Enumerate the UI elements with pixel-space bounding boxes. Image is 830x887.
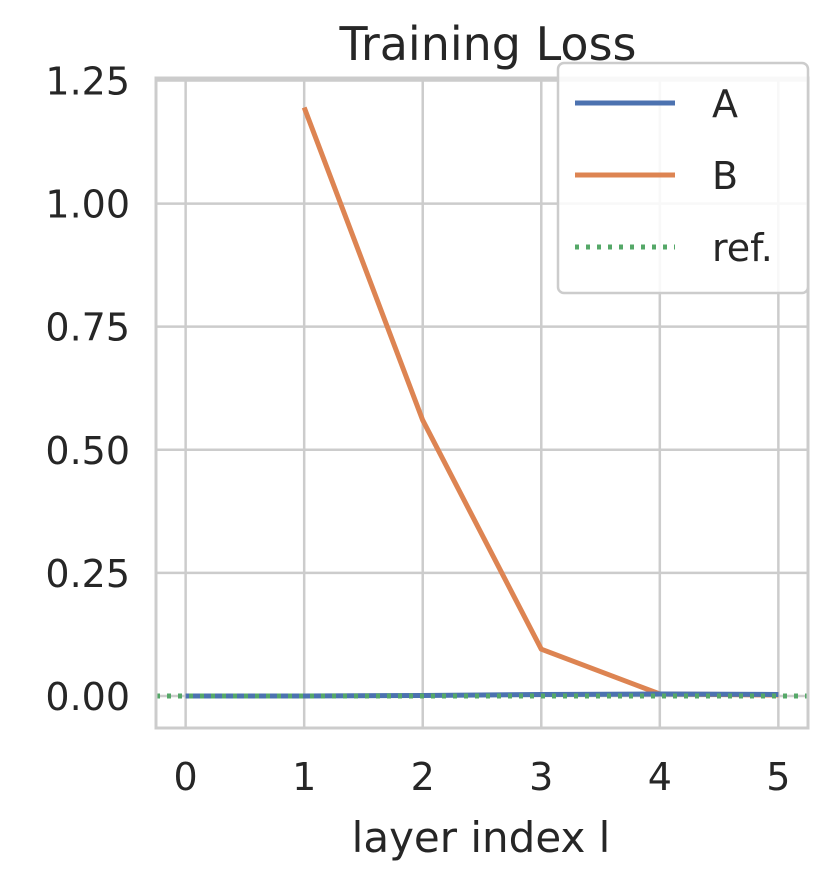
x-tick-labels: 0 1 2 3 4 5 [174, 755, 791, 799]
y-tick-label: 0.50 [45, 429, 130, 473]
y-tick-label: 1.00 [45, 183, 130, 227]
y-tick-label: 0.75 [45, 306, 130, 350]
legend-label: B [712, 154, 738, 198]
y-tick-labels: 0.00 0.25 0.50 0.75 1.00 1.25 [45, 59, 130, 719]
y-tick-label: 1.25 [45, 59, 130, 103]
x-tick-label: 3 [529, 755, 553, 799]
series-line-a [185, 691, 779, 699]
x-tick-label: 0 [174, 755, 198, 799]
series-lines [156, 106, 808, 699]
legend-box [556, 61, 810, 295]
legend-label: ref. [712, 226, 773, 270]
y-tick-label: 0.00 [45, 675, 130, 719]
x-tick-label: 4 [648, 755, 672, 799]
y-tick-label: 0.25 [45, 552, 130, 596]
x-tick-label: 5 [766, 755, 790, 799]
x-tick-label: 1 [292, 755, 316, 799]
legend-label: A [712, 82, 738, 126]
x-tick-label: 2 [411, 755, 435, 799]
plot-frame [154, 76, 810, 730]
x-axis-label: layer index l [352, 813, 611, 862]
